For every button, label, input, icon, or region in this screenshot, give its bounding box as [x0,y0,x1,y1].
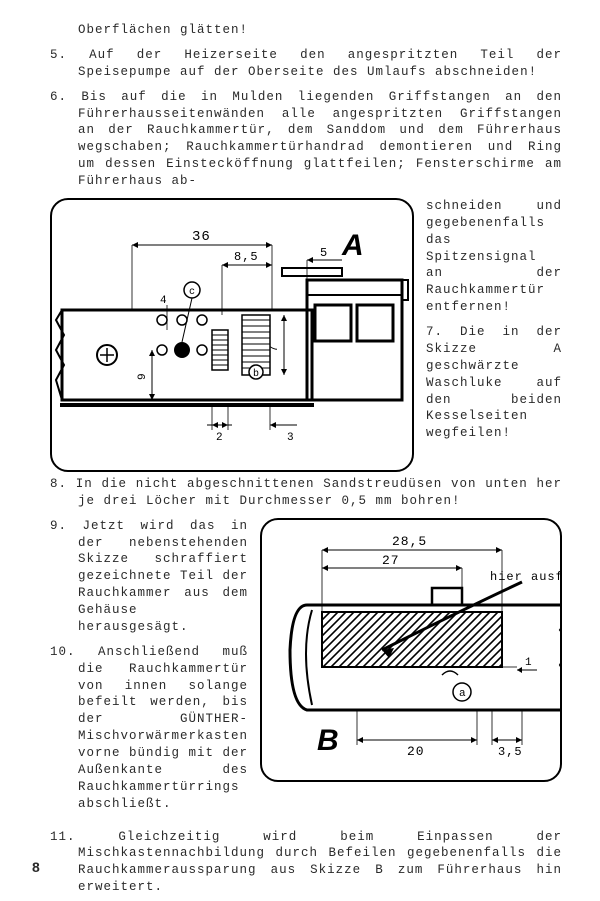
figure-a-label: A [341,229,365,262]
dim-85: 8,5 [234,250,259,264]
dim-3: 3 [287,432,295,444]
dim-35: 3,5 [498,745,523,759]
dim-36: 36 [192,229,211,245]
dim-9: 9 [137,372,149,380]
figure-a: A [50,198,414,472]
figure-b-label: B [317,724,340,757]
item-9: 9. Jetzt wird das in der nebenstehenden … [50,518,248,636]
item-7: 7. Die in der Skizze A geschwärzte Wasch… [426,324,562,442]
mark-b: b [253,368,260,380]
dim-1: 1 [525,657,533,669]
annotation-ausfeilen: hier ausfeilen! [490,570,562,584]
item-8: 8. In die nicht abgeschnittenen Sandstre… [50,476,562,510]
figure-b-row: 9. Jetzt wird das in der nebenstehenden … [50,518,562,821]
dim-285: 28,5 [392,534,427,549]
mark-a: a [459,688,467,700]
item-6b: schneiden und gegebenenfalls das Spitzen… [426,198,562,316]
dim-5: 5 [320,246,328,260]
page-number: 8 [32,858,41,877]
dim-4: 4 [160,295,168,307]
dim-27: 27 [382,553,400,568]
figure-a-row: A [50,198,562,472]
dim-2: 2 [216,432,224,444]
item-11: 11. Gleichzeitig wird beim Einpassen der… [50,829,562,897]
dim-7: 7 [269,344,281,352]
mark-c: c [189,287,196,298]
item-10: 10. Anschließend muß die Rauchkammertür … [50,644,248,813]
item-6a: 6. Bis auf die in Mulden liegenden Griff… [50,89,562,190]
item-5: 5. Auf der Heizerseite den angespritzten… [50,47,562,81]
figure-b: B a [260,518,562,782]
intro-line: Oberflächen glätten! [50,22,562,39]
dim-20: 20 [407,744,425,759]
